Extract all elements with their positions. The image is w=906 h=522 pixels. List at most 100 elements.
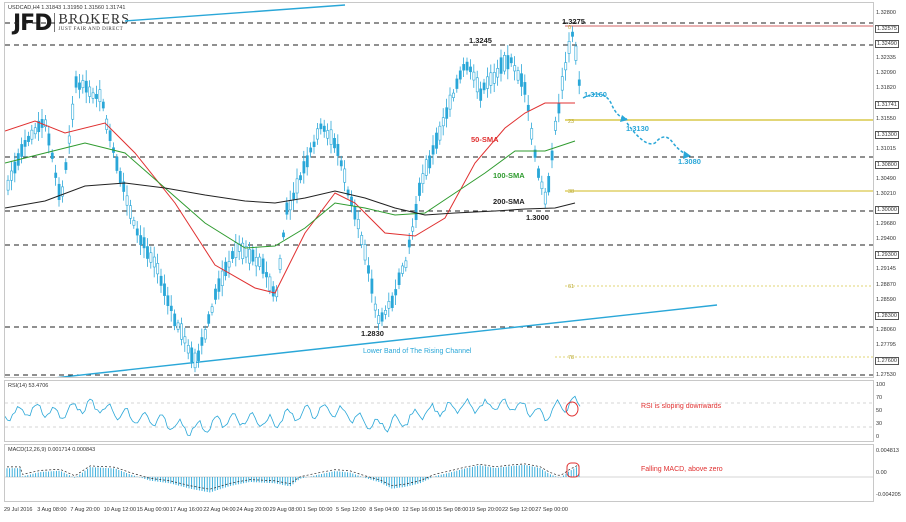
price-axis-label: 1.30800	[875, 160, 899, 169]
candle-body	[312, 141, 316, 147]
projection-path	[582, 93, 628, 120]
time-axis-label: 22 Sep 12:00	[502, 507, 535, 513]
candle-body	[373, 303, 377, 311]
candle-body	[462, 64, 466, 71]
candle-body	[363, 244, 367, 261]
candle-body	[503, 55, 506, 72]
time-axis-label: 15 Aug 00:00	[136, 507, 170, 513]
candle-body	[57, 183, 61, 200]
candle-body	[118, 171, 122, 184]
candle-body	[6, 179, 10, 191]
candle-body	[428, 155, 432, 169]
candle-body	[431, 145, 435, 155]
indicator-axis-label: 30	[876, 421, 883, 427]
price-axis-label: 1.27600	[875, 356, 899, 365]
candle-body	[50, 152, 54, 159]
time-axis-label: 24 Aug 20:00	[236, 507, 269, 513]
candle-body	[220, 270, 224, 286]
candle-body	[509, 57, 513, 64]
candle-body	[530, 128, 534, 140]
candle-body	[560, 76, 564, 91]
fib-label-38: 38	[568, 189, 575, 195]
time-axis-label: 27 Sep 00:00	[535, 507, 568, 513]
candle-body	[547, 176, 551, 193]
price-axis-label: 1.32335	[876, 55, 896, 62]
candle-body	[441, 117, 445, 127]
time-axis-label: 10 Aug 12:00	[103, 507, 137, 513]
candle-body	[472, 71, 476, 81]
candle-body	[418, 182, 421, 196]
rsi-panel[interactable]: RSI(14) 53.4706 RSI is sloping downwards	[4, 380, 874, 442]
time-axis-label: 15 Sep 08:00	[435, 507, 469, 513]
sma-100-line	[5, 140, 576, 249]
label-target-1-3130: 1.3130	[626, 124, 649, 133]
candle-body	[506, 55, 510, 70]
label-target-1-3160: 1.3160	[584, 90, 607, 99]
candle-body	[370, 278, 374, 294]
candle-body	[251, 249, 255, 262]
candle-body	[339, 160, 343, 167]
candle-body	[407, 239, 411, 248]
projection-path	[626, 122, 690, 156]
indicator-axis-label: 100	[876, 382, 886, 388]
indicator-axis-label: 0.004813	[876, 448, 899, 454]
time-axis-label: 29 Aug 08:00	[269, 507, 303, 513]
indicator-axis-label: 70	[876, 395, 883, 401]
candle-body	[557, 102, 561, 114]
candle-body	[176, 322, 180, 330]
candle-body	[543, 191, 547, 205]
candle-body	[81, 80, 85, 89]
rsi-canvas	[5, 395, 873, 437]
candle-body	[489, 72, 493, 86]
candle-body	[139, 235, 143, 246]
price-axis-label: 1.32090	[876, 70, 896, 77]
macd-panel[interactable]: MACD(12,26,9) 0.001714 0.000843 Falling …	[4, 444, 874, 502]
candle-body	[394, 289, 398, 296]
candle-body	[37, 120, 41, 133]
candle-body	[30, 129, 34, 140]
candle-body	[571, 31, 574, 37]
candle-body	[23, 140, 27, 147]
macd-title: MACD(12,26,9) 0.001714 0.000843	[8, 447, 96, 453]
candle-body	[190, 347, 194, 363]
candle-body	[526, 104, 530, 112]
label-sma-200: 200-SMA	[493, 197, 525, 206]
time-axis-label: 22 Aug 04:00	[203, 507, 236, 513]
label-rising-channel: Lower Band of The Rising Channel	[363, 348, 472, 355]
candle-body	[227, 261, 231, 268]
candle-body	[469, 66, 472, 73]
candle-body	[377, 315, 381, 324]
fib-label-0: 0	[568, 25, 572, 31]
logo-tagline: JUST FAIR AND DIRECT	[58, 27, 124, 32]
time-axis-label: 19 Sep 20:00	[468, 507, 502, 513]
candle-body	[91, 92, 95, 99]
candle-body	[261, 258, 265, 274]
lower-channel-line	[56, 304, 718, 377]
candle-body	[61, 186, 64, 197]
candle-body	[101, 101, 105, 109]
time-axis-label: 8 Sep 04:00	[369, 507, 399, 513]
candle-body	[132, 220, 136, 226]
indicator-axis-label: -0.004205	[876, 492, 901, 498]
candle-body	[98, 89, 102, 102]
macd-signal-line	[7, 463, 580, 490]
candle-body	[445, 107, 449, 119]
candle-body	[200, 337, 204, 346]
candle-body	[248, 248, 251, 264]
indicator-axis-label: 0.00	[876, 470, 887, 476]
candle-body	[333, 137, 336, 149]
candle-body	[564, 62, 568, 71]
price-axis-label: 1.31741	[875, 100, 899, 109]
candle-body	[54, 172, 58, 178]
candle-body	[424, 159, 428, 176]
candle-body	[125, 195, 129, 206]
price-chart-panel[interactable]: USDCAD,H4 1.31843 1.31950 1.31560 1.3174…	[4, 2, 874, 378]
candle-body	[299, 175, 302, 181]
candle-body	[129, 205, 132, 219]
price-axis-label: 1.29300	[875, 251, 899, 260]
label-sma-100: 100-SMA	[493, 171, 525, 180]
candle-body	[78, 82, 81, 90]
candle-body	[169, 305, 173, 312]
price-axis-label: 1.30000	[875, 206, 899, 215]
candle-body	[360, 235, 364, 245]
